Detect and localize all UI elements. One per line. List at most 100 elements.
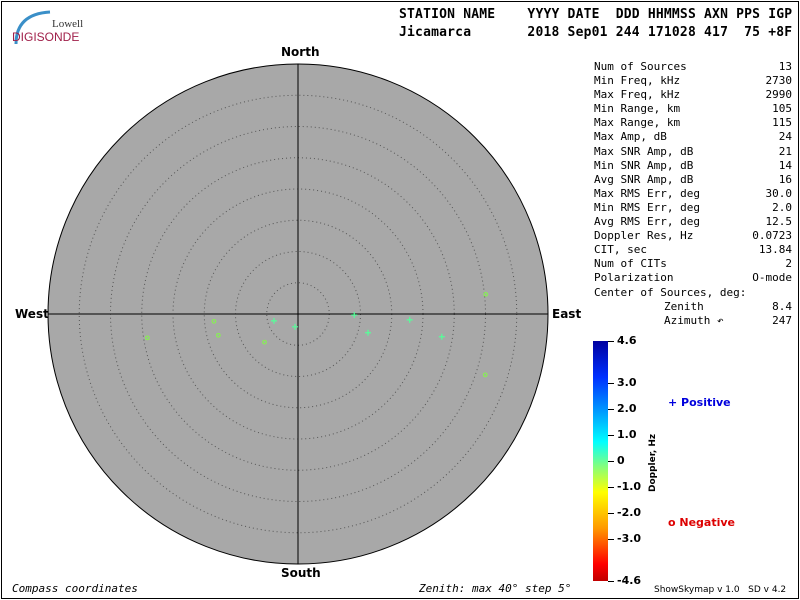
stats-panel: Num of Sources 13 Min Freq, kHz 2730 Max Fre… <box>594 60 792 328</box>
stat-row: Max SNR Amp, dB 21 <box>594 145 792 159</box>
stat-label: Max Amp, dB <box>594 130 667 144</box>
stat-row: Max Range, km 115 <box>594 116 792 130</box>
digisonde-logo: Lowell DIGISONDE <box>10 8 90 48</box>
stat-value: 24 <box>778 130 792 144</box>
colorbar-tick-mark <box>608 341 614 342</box>
colorbar-tick: 2.0 <box>617 401 637 415</box>
colorbar-tick: -4.6 <box>617 574 642 587</box>
stat-label: Min Freq, kHz <box>594 74 681 88</box>
source-point-positive <box>365 329 372 336</box>
source-point-negative <box>483 291 489 297</box>
colorbar-tick-mark <box>608 408 614 410</box>
stat-value: 13.84 <box>758 243 792 257</box>
colorbar-tick: 0 <box>617 454 625 467</box>
source-point-negative <box>144 335 150 341</box>
stat-value: 105 <box>772 102 792 116</box>
stat-row: Num of Sources 13 <box>594 60 792 74</box>
stat-row: Max Freq, kHz 2990 <box>594 88 792 102</box>
stat-value: 8.4 <box>772 299 792 313</box>
stat-row: Azimuth ↶ 247 <box>594 314 792 328</box>
stat-label: Max Freq, kHz <box>594 88 681 102</box>
stat-row: Avg SNR Amp, dB 16 <box>594 173 792 187</box>
doppler-colorbar <box>593 341 608 581</box>
stat-value: 16 <box>778 172 792 186</box>
legend-negative-label: Negative <box>679 516 736 529</box>
stat-row: Max RMS Err, deg 30.0 <box>594 187 792 201</box>
stat-label: Avg RMS Err, deg <box>594 215 700 229</box>
logo-arc-icon <box>14 10 51 45</box>
source-point-negative <box>262 339 267 345</box>
center-title: Center of Sources, deg: <box>594 286 792 300</box>
legend-positive: + Positive <box>668 396 731 409</box>
source-point-positive <box>270 317 277 324</box>
footer-right: ShowSkymap v 1.0 SD v 4.2 <box>654 585 787 595</box>
stat-value: 2990 <box>765 88 793 102</box>
stat-value: 2 <box>785 257 792 271</box>
source-point-negative <box>211 318 217 324</box>
stat-row: Min Range, km 105 <box>594 102 792 116</box>
colorbar-tick: -1.0 <box>617 480 642 494</box>
colorbar-tick-mark <box>608 581 614 582</box>
colorbar-tick-mark <box>608 513 614 515</box>
stat-value: 115 <box>772 116 792 130</box>
header-labels: STATION NAME YYYY DATE DDD HHMMSS AXN PP… <box>399 7 793 22</box>
stat-row: Polarization O-mode <box>594 271 792 285</box>
colorbar-tick: -2.0 <box>617 506 642 520</box>
stat-row: Num of CITs 2 <box>594 257 792 271</box>
stat-label: Num of CITs <box>594 257 667 271</box>
west-label: West <box>15 307 49 321</box>
colorbar-tick-mark <box>608 539 614 541</box>
logo-top: Lowell <box>52 18 84 30</box>
stat-label: Doppler Res, Hz <box>594 229 694 243</box>
stat-value: 2730 <box>765 74 793 88</box>
circle-icon: o <box>668 516 680 529</box>
legend-negative: o Negative <box>668 516 735 529</box>
stat-label: Max RMS Err, deg <box>594 186 700 200</box>
colorbar-tick: 3.0 <box>617 375 637 389</box>
logo-bottom: DIGISONDE <box>12 30 80 44</box>
stat-value: 13 <box>778 60 792 73</box>
stat-value: 247 <box>772 313 792 327</box>
north-label: North <box>281 45 320 59</box>
source-point-negative <box>482 372 488 378</box>
footer-mid: Zenith: max 40° step 5° <box>419 582 572 595</box>
stat-label: Max Range, km <box>594 116 681 130</box>
stat-label: Avg SNR Amp, dB <box>594 172 694 186</box>
stat-label: Zenith <box>664 299 704 313</box>
stat-label: Min Range, km <box>594 102 681 116</box>
legend-positive-label: Positive <box>681 396 731 409</box>
center-title-text: Center of Sources, deg: <box>594 285 747 299</box>
east-label: East <box>552 307 582 321</box>
stat-row: Min Freq, kHz 2730 <box>594 74 792 88</box>
colorbar-tick: -3.0 <box>617 532 642 546</box>
stat-value: 0.0723 <box>752 229 792 243</box>
stat-value: 14 <box>778 158 792 172</box>
stat-value: 21 <box>778 144 792 158</box>
stat-label: Azimuth ↶ <box>664 313 724 327</box>
stat-row: Max Amp, dB 24 <box>594 130 792 144</box>
stat-row: Zenith 8.4 <box>594 300 792 314</box>
stat-row: Min SNR Amp, dB 14 <box>594 159 792 173</box>
source-point-positive <box>406 316 413 323</box>
stat-label: Max SNR Amp, dB <box>594 144 694 158</box>
stat-row: Avg RMS Err, deg 12.5 <box>594 215 792 229</box>
colorbar-tick-mark <box>608 487 614 489</box>
source-point-positive <box>351 311 358 318</box>
source-point-negative <box>215 332 221 338</box>
plus-icon: + <box>668 396 682 409</box>
stat-label: Polarization <box>594 271 674 285</box>
stat-value: 30.0 <box>765 186 793 200</box>
stat-label: Min SNR Amp, dB <box>594 158 694 172</box>
stat-value: 12.5 <box>765 215 793 229</box>
stat-value: 2.0 <box>772 200 792 214</box>
stat-row: Doppler Res, Hz 0.0723 <box>594 229 792 243</box>
header-values: Jicamarca 2018 Sep01 244 171028 417 75 +… <box>399 25 793 40</box>
stat-label: Num of Sources <box>594 60 687 73</box>
source-point-positive <box>438 333 445 340</box>
stat-value: O-mode <box>752 271 792 285</box>
source-point-positive <box>292 323 299 330</box>
colorbar-label: Doppler, Hz <box>648 433 658 492</box>
colorbar-tick: 1.0 <box>617 427 637 441</box>
